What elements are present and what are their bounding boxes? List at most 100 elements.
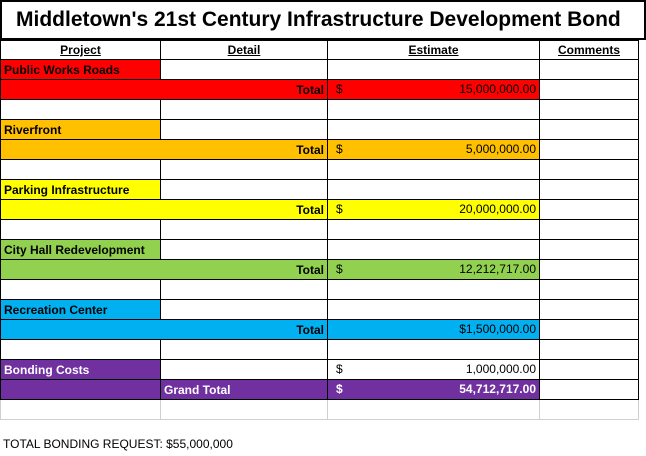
amount-value: 1,000,000.00: [465, 362, 536, 376]
header-row: Project Detail Estimate Comments: [0, 40, 639, 60]
bonding-name-cell[interactable]: Bonding Costs: [0, 359, 161, 380]
currency-symbol: $: [336, 202, 343, 216]
estimate-cell[interactable]: [327, 179, 540, 200]
spacer-row: [0, 339, 639, 360]
comments-cell[interactable]: [539, 139, 639, 160]
total-row: Total $ 12,212,717.00: [0, 259, 639, 280]
section-name-cell[interactable]: Riverfront: [0, 119, 161, 140]
empty-cell[interactable]: [0, 219, 161, 240]
empty-cell[interactable]: [539, 99, 639, 120]
bonding-row: Bonding Costs $ 1,000,000.00: [0, 359, 639, 380]
currency-symbol: $: [336, 382, 343, 396]
total-row: Total $1,500,000.00: [0, 319, 639, 340]
empty-cell[interactable]: [327, 339, 540, 360]
empty-cell[interactable]: [0, 159, 161, 180]
blank-row: [0, 399, 639, 420]
empty-cell[interactable]: [327, 219, 540, 240]
total-amount-cell[interactable]: $ 20,000,000.00: [327, 199, 540, 220]
section-name-cell[interactable]: Parking Infrastructure: [0, 179, 161, 200]
header-estimate[interactable]: Estimate: [327, 40, 540, 60]
detail-cell[interactable]: [160, 359, 328, 380]
spacer-row: [0, 219, 639, 240]
comments-cell[interactable]: [539, 239, 639, 260]
empty-cell[interactable]: [539, 399, 639, 420]
grand-total-amount-cell[interactable]: $ 54,712,717.00: [327, 379, 540, 400]
section-row: Riverfront: [0, 119, 639, 140]
detail-cell[interactable]: [160, 119, 328, 140]
grand-total-empty-cell[interactable]: [0, 379, 161, 400]
empty-cell[interactable]: [160, 159, 328, 180]
section-row: Public Works Roads: [0, 59, 639, 80]
amount-value: $1,500,000.00: [459, 322, 536, 336]
currency-symbol: $: [336, 142, 343, 156]
detail-cell[interactable]: [160, 299, 328, 320]
empty-cell[interactable]: [160, 339, 328, 360]
total-amount-cell[interactable]: $ 5,000,000.00: [327, 139, 540, 160]
estimate-cell[interactable]: [327, 239, 540, 260]
estimate-cell[interactable]: [327, 59, 540, 80]
total-bonding-request-note: TOTAL BONDING REQUEST: $55,000,000: [3, 437, 233, 451]
empty-cell[interactable]: [160, 99, 328, 120]
empty-cell[interactable]: [160, 279, 328, 300]
total-row: Total $ 5,000,000.00: [0, 139, 639, 160]
amount-value: 20,000,000.00: [459, 202, 536, 216]
empty-cell[interactable]: [327, 279, 540, 300]
spacer-row: [0, 279, 639, 300]
currency-symbol: $: [336, 262, 343, 276]
comments-cell[interactable]: [539, 179, 639, 200]
total-amount-cell[interactable]: $1,500,000.00: [327, 319, 540, 340]
empty-cell[interactable]: [539, 279, 639, 300]
bonding-amount-cell[interactable]: $ 1,000,000.00: [327, 359, 540, 380]
section-row: Parking Infrastructure: [0, 179, 639, 200]
empty-cell[interactable]: [0, 339, 161, 360]
total-label-cell[interactable]: Total: [0, 79, 328, 100]
empty-cell[interactable]: [539, 159, 639, 180]
empty-cell[interactable]: [539, 219, 639, 240]
section-name-cell[interactable]: Recreation Center: [0, 299, 161, 320]
comments-cell[interactable]: [539, 119, 639, 140]
comments-cell[interactable]: [539, 359, 639, 380]
empty-cell[interactable]: [0, 399, 161, 420]
comments-cell[interactable]: [539, 199, 639, 220]
amount-value: 15,000,000.00: [459, 82, 536, 96]
empty-cell[interactable]: [327, 399, 540, 420]
comments-cell[interactable]: [539, 79, 639, 100]
currency-symbol: $: [336, 362, 343, 376]
section-name-cell[interactable]: Public Works Roads: [0, 59, 161, 80]
empty-cell[interactable]: [327, 159, 540, 180]
header-comments[interactable]: Comments: [539, 40, 639, 60]
header-detail[interactable]: Detail: [160, 40, 328, 60]
empty-cell[interactable]: [160, 399, 328, 420]
comments-cell[interactable]: [539, 259, 639, 280]
empty-cell[interactable]: [539, 339, 639, 360]
section-row: Recreation Center: [0, 299, 639, 320]
section-name-cell[interactable]: City Hall Redevelopment: [0, 239, 161, 260]
estimate-cell[interactable]: [327, 299, 540, 320]
comments-cell[interactable]: [539, 299, 639, 320]
total-label-cell[interactable]: Total: [0, 259, 328, 280]
comments-cell[interactable]: [539, 379, 639, 400]
header-project[interactable]: Project: [0, 40, 161, 60]
total-label-cell[interactable]: Total: [0, 319, 328, 340]
grand-total-label-cell[interactable]: Grand Total: [160, 379, 328, 400]
total-label-cell[interactable]: Total: [0, 139, 328, 160]
currency-symbol: $: [336, 82, 343, 96]
total-row: Total $ 15,000,000.00: [0, 79, 639, 100]
detail-cell[interactable]: [160, 179, 328, 200]
detail-cell[interactable]: [160, 239, 328, 260]
empty-cell[interactable]: [0, 279, 161, 300]
estimate-cell[interactable]: [327, 119, 540, 140]
total-amount-cell[interactable]: $ 15,000,000.00: [327, 79, 540, 100]
grand-total-row: Grand Total $ 54,712,717.00: [0, 379, 639, 400]
total-amount-cell[interactable]: $ 12,212,717.00: [327, 259, 540, 280]
comments-cell[interactable]: [539, 319, 639, 340]
sheet-title: Middletown's 21st Century Infrastructure…: [0, 0, 646, 40]
spacer-row: [0, 159, 639, 180]
amount-value: 5,000,000.00: [465, 142, 536, 156]
comments-cell[interactable]: [539, 59, 639, 80]
empty-cell[interactable]: [0, 99, 161, 120]
detail-cell[interactable]: [160, 59, 328, 80]
empty-cell[interactable]: [160, 219, 328, 240]
total-label-cell[interactable]: Total: [0, 199, 328, 220]
empty-cell[interactable]: [327, 99, 540, 120]
